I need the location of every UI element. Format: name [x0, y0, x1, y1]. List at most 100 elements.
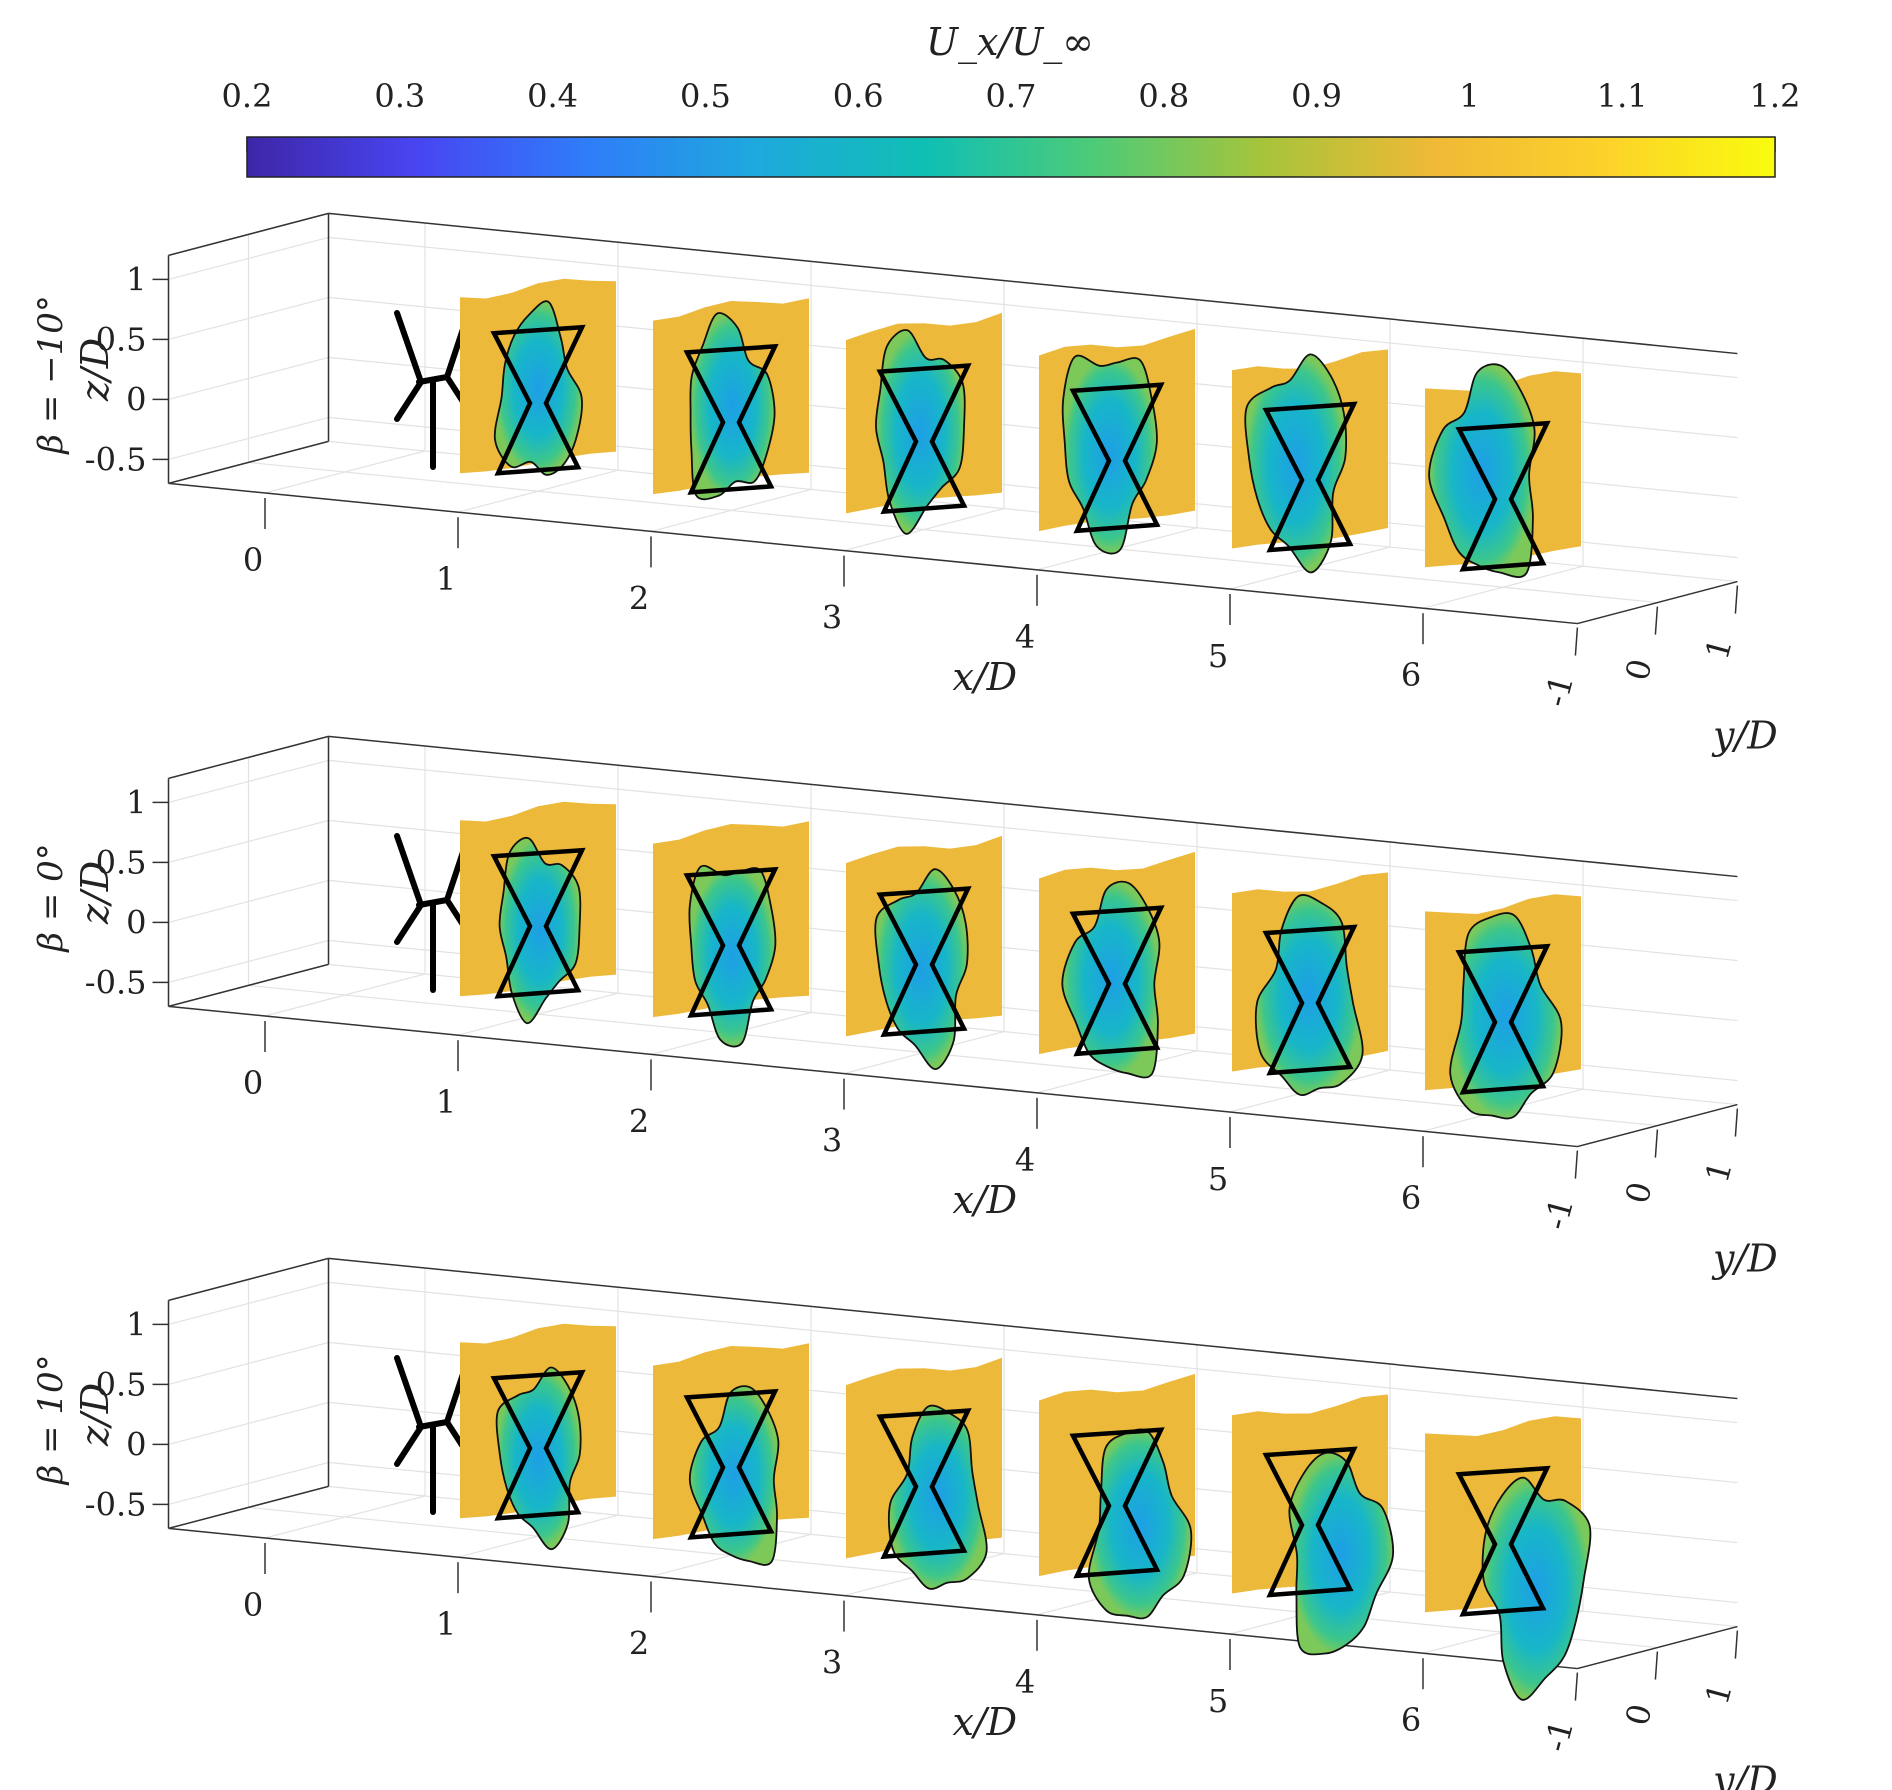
colorbar-tick-label: 0.7	[986, 77, 1037, 115]
z-axis-ticks: 1 0.5 0 -0.5	[85, 1305, 169, 1523]
wake-slice	[846, 312, 1002, 535]
z-tick-label: 0.5	[96, 320, 147, 358]
beta-label: β = −10°	[31, 295, 71, 456]
wake-slice	[1039, 1373, 1195, 1620]
y-tick-label: 1	[1698, 1679, 1740, 1709]
wake-slice	[460, 801, 616, 1025]
y-tick-label: 1	[1698, 634, 1740, 664]
y-tick-mark	[1574, 1672, 1579, 1701]
panel-2: 0 1 2 3 4 5 6 x/D -1 0 1 y/D 1 0.5 0 -0.5 z/Dβ = 0°	[31, 735, 1778, 1280]
x-axis-label: x/D	[952, 1700, 1017, 1744]
rotor-outline	[1069, 905, 1165, 1057]
wake-slice	[1232, 349, 1388, 574]
rotor-outline	[876, 363, 972, 515]
y-tick-label: 0	[1618, 1700, 1660, 1730]
axes-box	[167, 212, 1738, 625]
wake-slice	[1039, 851, 1195, 1079]
y-tick-mark	[1654, 606, 1659, 635]
x-axis-ticks: 0 1 2 3 4 5 6	[243, 1021, 1424, 1217]
rotor-outline	[1262, 401, 1358, 553]
x-tick-label: 0	[243, 541, 263, 579]
beta-label: β = 0°	[31, 843, 71, 953]
x-tick-label: 5	[1208, 1160, 1228, 1198]
colorbar-tick-label: 1.1	[1597, 77, 1648, 115]
x-tick-label: 4	[1015, 618, 1035, 656]
wake-slice	[1039, 328, 1195, 555]
x-tick-label: 1	[436, 1605, 456, 1643]
x-axis-label: x/D	[952, 655, 1017, 699]
rotor-outline	[1455, 1465, 1551, 1617]
colorbar-tick-label: 0.6	[833, 77, 884, 115]
wake-slice	[1425, 363, 1581, 578]
z-tick-label: 1	[126, 783, 146, 821]
rotor-outline	[683, 1388, 779, 1540]
wake-slice	[1232, 1394, 1395, 1656]
y-axis-label: y/D	[1711, 1236, 1778, 1280]
x-tick-label: 3	[822, 1122, 842, 1160]
y-tick-label: 0	[1618, 655, 1660, 685]
rotor-outline	[1262, 924, 1358, 1076]
colorbar-tick-label: 0.4	[527, 77, 578, 115]
colorbar-ticks: 0.2 0.3 0.4 0.5 0.6 0.7 0.8 0.9 1 1.1 1.2	[222, 77, 1800, 152]
z-tick-label: 0.5	[96, 843, 147, 881]
wake-contour	[498, 836, 582, 1025]
rotor-outline	[490, 324, 586, 476]
x-tick-label: 4	[1015, 1663, 1035, 1701]
wake-slice	[846, 1357, 1002, 1590]
colorbar-tick-label: 1	[1459, 77, 1479, 115]
z-tick-label: 0	[126, 903, 146, 941]
y-tick-mark	[1734, 1630, 1739, 1659]
y-axis-label: y/D	[1711, 713, 1778, 757]
z-axis-ticks: 1 0.5 0 -0.5	[85, 783, 169, 1001]
wake-slice	[653, 821, 809, 1048]
y-tick-mark	[1574, 1150, 1579, 1179]
rotor-outline	[1262, 1446, 1358, 1598]
x-tick-label: 3	[822, 1644, 842, 1682]
wake-slice	[846, 835, 1002, 1070]
wake-contour	[874, 868, 969, 1070]
colorbar-tick-label: 0.3	[374, 77, 425, 115]
x-tick-label: 6	[1401, 1701, 1421, 1739]
x-tick-label: 2	[629, 1624, 649, 1662]
wake-contour	[495, 1366, 582, 1551]
x-tick-label: 1	[436, 1083, 456, 1121]
z-tick-label: 0	[126, 380, 146, 418]
rotor-outline	[490, 1369, 586, 1521]
axes-box	[167, 735, 1738, 1148]
wake-contour	[1481, 1476, 1592, 1701]
wake-slice	[1425, 1416, 1592, 1701]
z-axis-label: z/D	[73, 1383, 117, 1447]
x-tick-label: 2	[629, 579, 649, 617]
x-axis-label: x/D	[952, 1178, 1017, 1222]
z-tick-label: -0.5	[85, 963, 147, 1001]
z-tick-label: -0.5	[85, 1485, 147, 1523]
z-tick-label: 0.5	[96, 1365, 147, 1403]
rotor-outline	[1455, 420, 1551, 572]
z-tick-label: 1	[126, 260, 146, 298]
rotor-outline	[876, 1408, 972, 1560]
z-axis-label: z/D	[73, 338, 117, 402]
x-tick-label: 6	[1401, 656, 1421, 694]
colorbar-label: U_x/U_∞	[926, 20, 1094, 65]
z-axis-ticks: 1 0.5 0 -0.5	[85, 260, 169, 478]
x-tick-label: 5	[1208, 637, 1228, 675]
z-axis-label: z/D	[73, 861, 117, 925]
x-tick-label: 5	[1208, 1682, 1228, 1720]
y-tick-label: -1	[1536, 1194, 1581, 1234]
x-tick-label: 4	[1015, 1141, 1035, 1179]
colorbar-tick-label: 0.5	[680, 77, 731, 115]
y-tick-mark	[1654, 1129, 1659, 1158]
wake-slice	[460, 1323, 616, 1551]
wake-slice	[1425, 894, 1581, 1120]
x-axis-ticks: 0 1 2 3 4 5 6	[243, 498, 1424, 694]
rotor-outline	[876, 886, 972, 1038]
y-tick-label: 0	[1618, 1178, 1660, 1208]
y-tick-label: -1	[1536, 671, 1581, 711]
wake-slice	[460, 278, 616, 476]
rotor-outline	[1069, 382, 1165, 534]
z-tick-label: -0.5	[85, 440, 147, 478]
x-axis-ticks: 0 1 2 3 4 5 6	[243, 1543, 1424, 1739]
x-tick-label: 6	[1401, 1179, 1421, 1217]
